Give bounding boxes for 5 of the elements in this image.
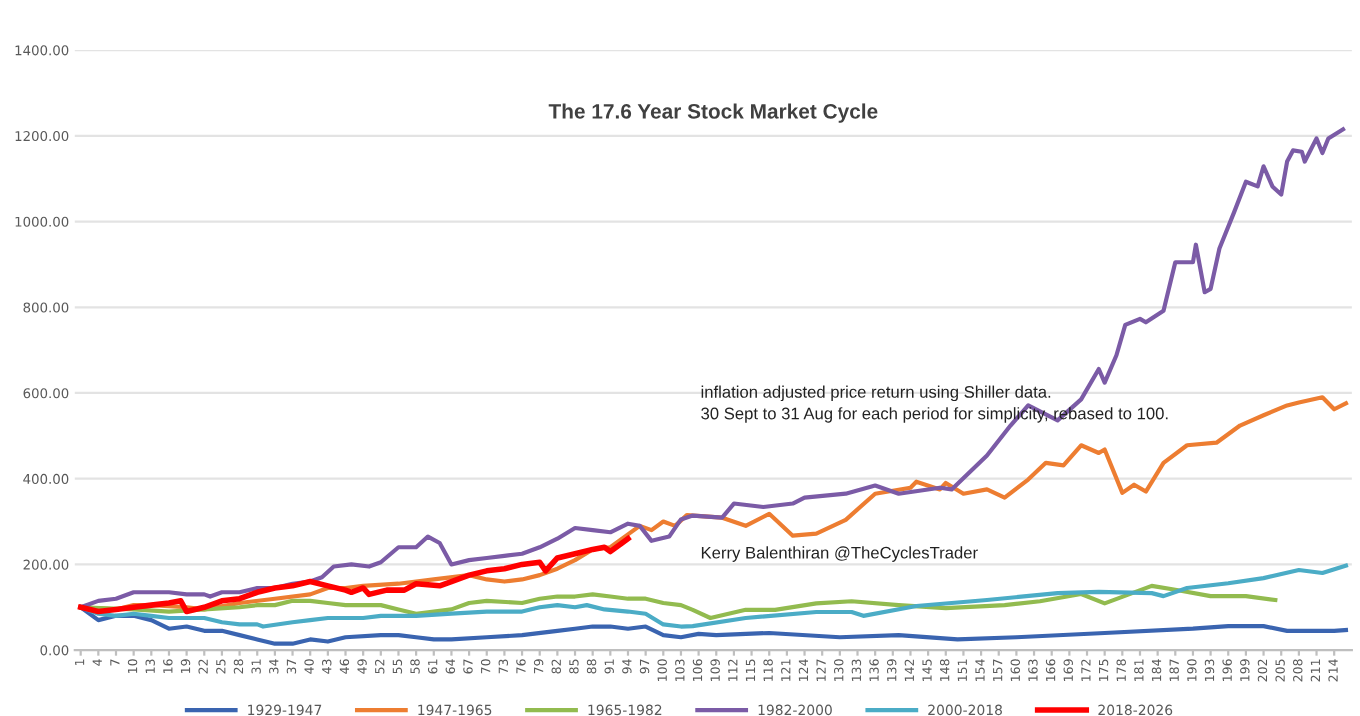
line-series xyxy=(78,605,1349,646)
annotation: Kerry Balenthiran @TheCyclesTrader xyxy=(701,546,978,562)
line-series xyxy=(78,127,1346,610)
line-series xyxy=(77,535,631,615)
text: The 17.6 Year Stock Market Cycle xyxy=(548,103,878,123)
